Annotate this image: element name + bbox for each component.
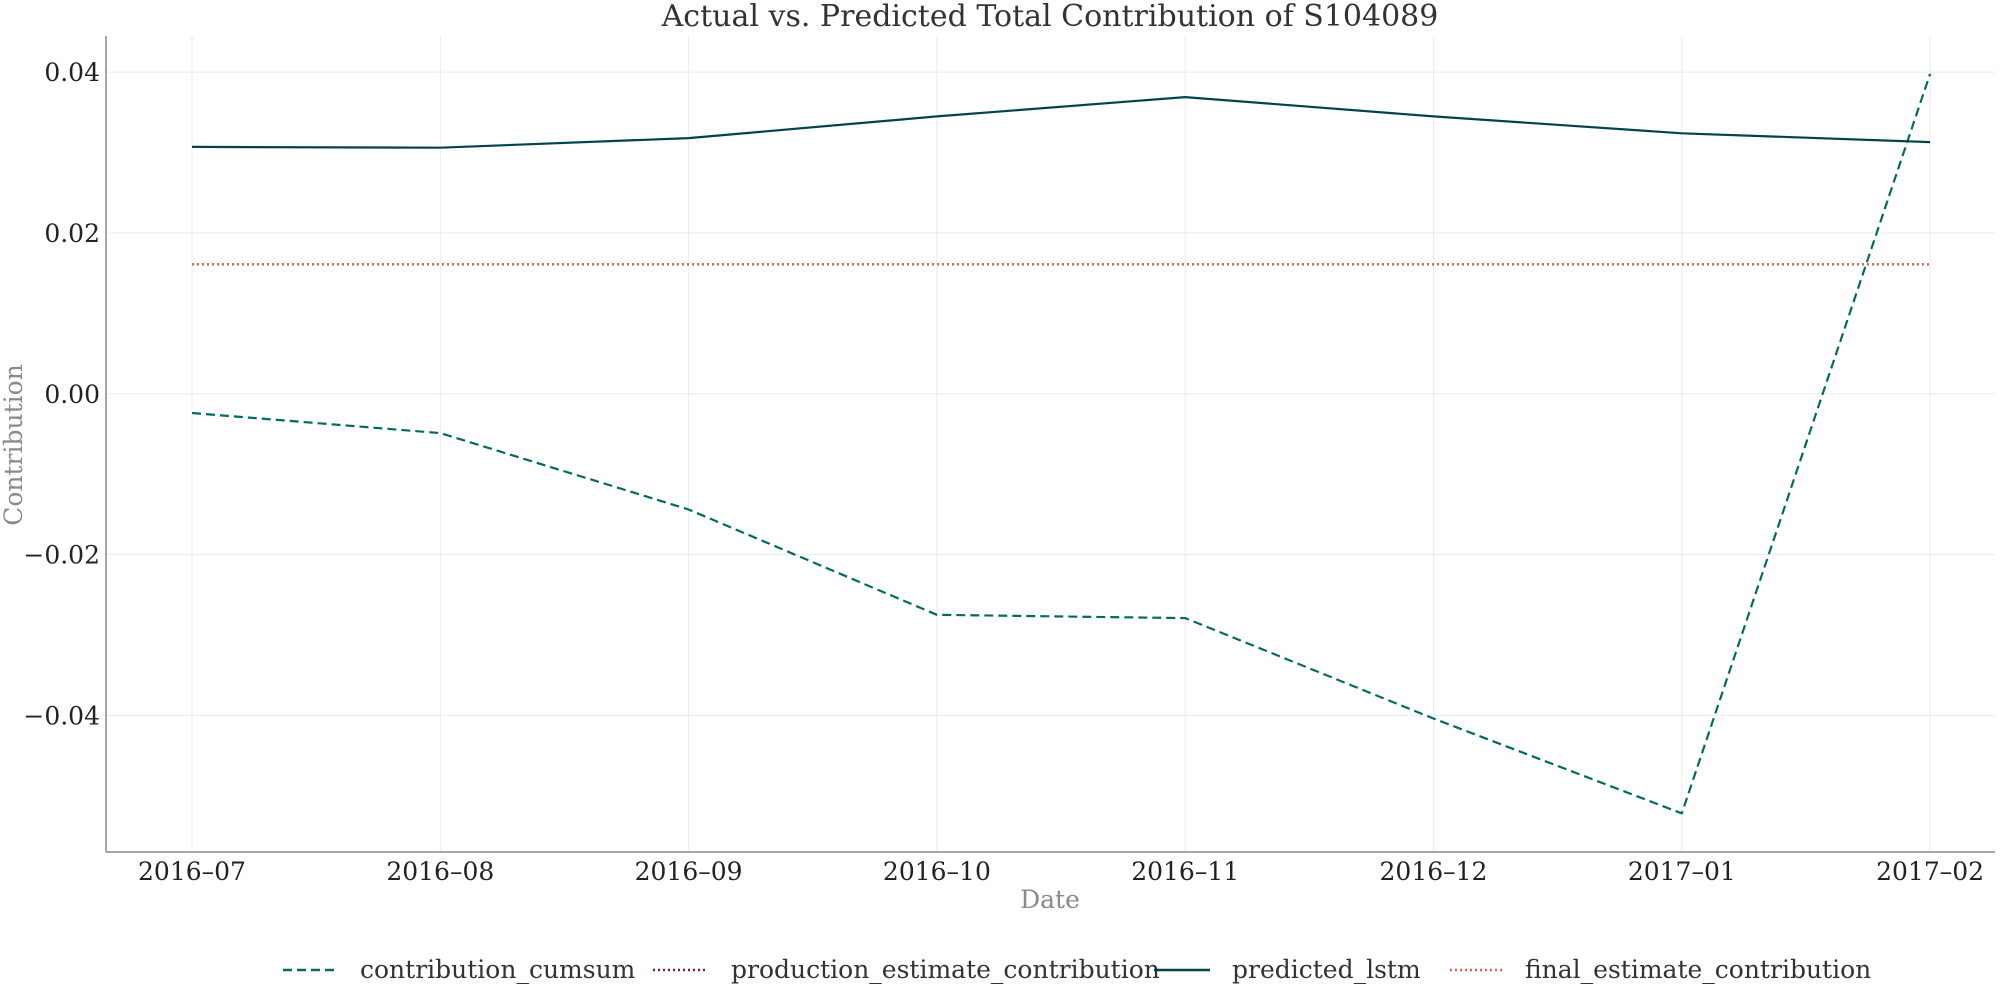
tick-labels: 2016–07 2016–08 2016–09 2016–10 2016–11 2016–… [23,58,1984,886]
x-tick-label-2: 2016–09 [635,857,743,886]
series-line-contribution-cumsum [191,73,1932,815]
x-tick-label-6: 2017–01 [1628,857,1736,886]
x-tick-label-3: 2016–10 [883,857,991,886]
legend-item-contribution-cumsum: contribution_cumsum [283,955,636,984]
axes [105,36,1995,853]
x-tick-label-4: 2016–11 [1131,857,1239,886]
y-tick-label-2: 0.00 [44,380,100,409]
legend-label-production-estimate: production_estimate_contribution [731,955,1160,984]
y-tick-label-4: −0.04 [23,701,100,730]
grid [106,36,1995,852]
legend-label-predicted-lstm: predicted_lstm [1232,955,1421,984]
x-axis-label: Date [1020,885,1080,914]
x-tick-label-5: 2016–12 [1380,857,1488,886]
y-tick-label-3: −0.02 [23,541,100,570]
y-tick-label-0: 0.04 [44,58,100,87]
chart-title: Actual vs. Predicted Total Contribution … [661,0,1439,34]
x-tick-label-7: 2017–02 [1876,857,1984,886]
x-tick-label-1: 2016–08 [386,857,494,886]
y-tick-label-1: 0.02 [44,219,100,248]
legend-label-final-estimate: final_estimate_contribution [1525,955,1871,984]
legend: contribution_cumsum production_estimate_… [283,955,1871,984]
legend-item-production-estimate: production_estimate_contribution [653,955,1160,984]
legend-item-final-estimate: final_estimate_contribution [1450,955,1871,984]
y-axis-label: Contribution [0,364,28,526]
legend-label-contribution-cumsum: contribution_cumsum [360,955,636,984]
x-tick-label-0: 2016–07 [138,857,246,886]
series-lines [191,73,1932,815]
series-line-predicted-lstm [191,95,1931,149]
legend-item-predicted-lstm: predicted_lstm [1154,955,1421,984]
